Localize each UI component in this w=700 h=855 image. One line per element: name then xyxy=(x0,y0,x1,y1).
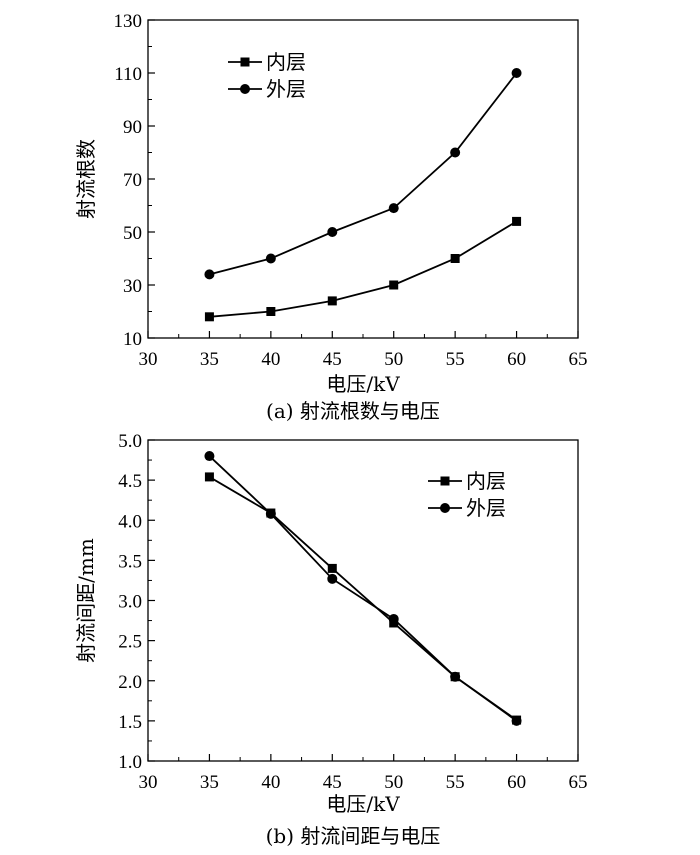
chart0-legend-label-0: 内层 xyxy=(266,50,306,74)
chart1-series1-point-2 xyxy=(327,573,338,584)
chart1-x-tick-label: 45 xyxy=(323,772,342,793)
chart0-x-tick-label: 60 xyxy=(507,349,526,370)
chart1-x-tick-label: 35 xyxy=(200,772,219,793)
chart1-series1-point-1 xyxy=(265,508,276,519)
chart1-series1-point-0 xyxy=(204,451,215,462)
chart0-series1-point-4 xyxy=(450,147,461,158)
chart0-legend-label-1: 外层 xyxy=(266,77,306,101)
chart1-serieslegend1-point-0 xyxy=(440,503,450,513)
chart1-x-tick-label: 30 xyxy=(139,772,158,793)
chart1-y-tick-label: 5.0 xyxy=(118,431,142,452)
chart0-x-axis-label: 电压/kV xyxy=(326,372,400,396)
chart0-series1-point-3 xyxy=(388,203,399,214)
chart0-x-tick-label: 55 xyxy=(446,349,465,370)
chart1-series0-point-0 xyxy=(204,472,214,482)
chart1-y-tick-label: 1.0 xyxy=(118,752,142,773)
chart0-series-line-1 xyxy=(209,72,518,276)
chart0-y-axis-label: 射流根数 xyxy=(74,139,98,219)
chart1-y-tick-label: 1.5 xyxy=(118,712,142,733)
chart0-series0-point-3 xyxy=(389,280,399,290)
chart1-series1-point-5 xyxy=(511,715,522,726)
chart1-caption: (b) 射流间距与电压 xyxy=(266,824,441,848)
chart0-x-tick-label: 50 xyxy=(384,349,403,370)
chart0-series0-point-4 xyxy=(450,254,460,263)
chart1-y-tick-label: 2.5 xyxy=(118,632,142,653)
chart1-y-tick-label: 2.0 xyxy=(118,672,142,693)
chart0-y-tick-label: 70 xyxy=(123,170,142,191)
chart0-serieslegend0-point-0 xyxy=(240,57,250,67)
chart1-y-tick-label: 3.5 xyxy=(118,551,142,572)
chart1-series-line-1 xyxy=(208,455,518,722)
chart0-series1-point-1 xyxy=(265,253,276,264)
chart1-legend-label-1: 外层 xyxy=(466,496,506,520)
chart1-x-tick-label: 40 xyxy=(261,772,280,793)
chart1-series1-point-4 xyxy=(450,671,461,682)
chart1-x-tick-label: 65 xyxy=(569,772,588,793)
chart0-y-tick-label: 90 xyxy=(123,117,142,138)
chart1-series0-point-2 xyxy=(327,563,337,573)
chart-0: 30 35 40 45 50 55 60 651030507090110130电压/kV射流根… xyxy=(74,11,588,423)
chart0-y-tick-label: 30 xyxy=(123,276,142,297)
chart0-series0-point-5 xyxy=(512,216,522,226)
chart0-y-tick-label: 110 xyxy=(114,64,142,85)
chart1-x-axis-label: 电压/kV xyxy=(326,792,400,816)
chart0-series1-point-2 xyxy=(327,227,338,237)
chart0-x-tick-label: 65 xyxy=(569,349,588,370)
chart1-y-tick-label: 3.0 xyxy=(118,592,142,613)
chart0-series0-point-0 xyxy=(204,312,214,322)
chart1-x-tick-label: 60 xyxy=(507,772,526,793)
chart0-series1-point-0 xyxy=(204,269,215,280)
chart1-plot-frame xyxy=(147,439,579,762)
chart0-y-tick-label: 50 xyxy=(123,223,142,244)
chart0-series1-point-5 xyxy=(511,68,522,78)
chart0-series0-point-2 xyxy=(327,296,337,306)
chart1-x-tick-label: 55 xyxy=(446,772,465,793)
chart0-serieslegend1-point-0 xyxy=(240,84,250,94)
chart1-serieslegend0-point-0 xyxy=(440,476,450,486)
chart0-y-tick-label: 10 xyxy=(123,329,142,350)
chart0-caption: (a) 射流根数与电压 xyxy=(266,399,440,423)
chart0-plot-frame xyxy=(147,19,579,339)
chart0-x-tick-label: 45 xyxy=(323,349,342,370)
chart0-y-tick-label: 130 xyxy=(114,11,143,32)
chart1-y-tick-label: 4.0 xyxy=(118,511,142,532)
chart1-x-tick-label: 50 xyxy=(384,772,403,793)
chart0-x-tick-label: 40 xyxy=(261,349,280,370)
chart1-y-tick-label: 4.5 xyxy=(118,471,142,492)
chart0-series0-point-1 xyxy=(266,307,276,316)
chart-1: 30 35 40 45 50 55 60 65 1.0 1.5 2.0 2.5 3.0 3.5 4.0 4.5… xyxy=(74,431,588,848)
chart1-y-axis-label: 射流间距/mm xyxy=(74,538,98,663)
chart0-x-tick-label: 30 xyxy=(139,349,158,370)
chart1-series1-point-3 xyxy=(388,613,399,624)
chart0-x-tick-label: 35 xyxy=(200,349,219,370)
chart0-series-line-0 xyxy=(209,220,518,318)
chart1-legend-label-0: 内层 xyxy=(466,469,506,493)
